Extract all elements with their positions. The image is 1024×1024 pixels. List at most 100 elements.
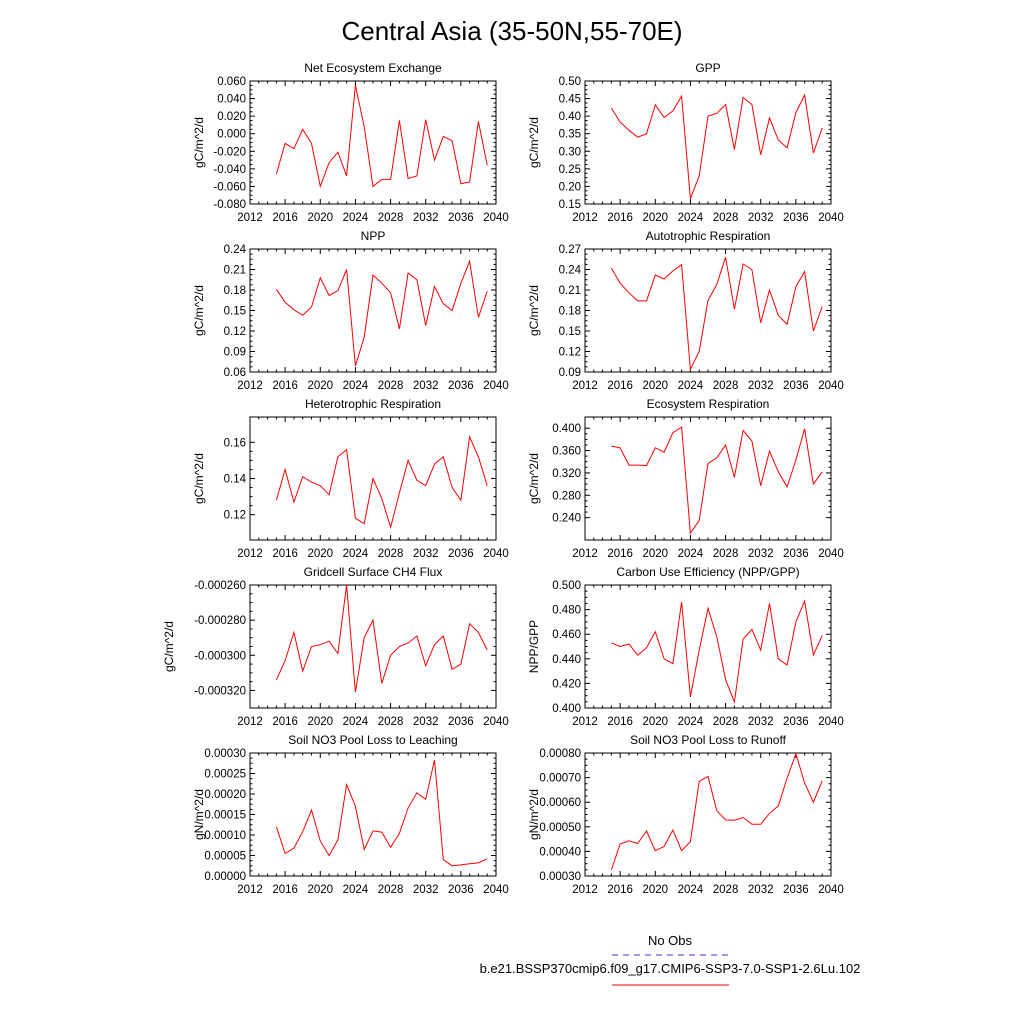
x-tick-label: 2024 xyxy=(343,884,369,896)
panel-ecosystem-respiration: Ecosystem Respiration 2012 2016 2020 2024 202… xyxy=(527,397,844,560)
x-tick-label: 2036 xyxy=(448,884,474,896)
y-axis-label: gC/m^2/d xyxy=(162,621,176,672)
panel-title: Soil NO3 Pool Loss to Leaching xyxy=(288,733,457,747)
x-tick-label: 2012 xyxy=(237,716,263,728)
y-tick-label: 0.50 xyxy=(559,76,581,88)
x-tick-label: 2040 xyxy=(483,548,509,560)
panel-title: Ecosystem Respiration xyxy=(647,397,770,411)
x-tick-label: 2036 xyxy=(783,716,809,728)
x-tick-label: 2024 xyxy=(678,212,704,224)
y-axis-label: gC/m^2/d xyxy=(527,117,541,168)
panel-soil-no3-pool-loss-to-leaching: Soil NO3 Pool Loss to Leaching 2012 2016 20… xyxy=(192,733,509,896)
x-tick-label: 2032 xyxy=(413,884,439,896)
x-tick-label: 2040 xyxy=(483,380,509,392)
x-tick-label: 2012 xyxy=(572,212,598,224)
series-line xyxy=(611,426,823,535)
series-line xyxy=(610,257,823,372)
series-line xyxy=(275,759,488,867)
x-tick-label: 2040 xyxy=(483,716,509,728)
y-tick-label: 0.500 xyxy=(552,580,581,592)
y-tick-label: 0.20 xyxy=(559,181,581,193)
y-axis-label: gC/m^2/d xyxy=(192,453,206,504)
x-tick-label: 2024 xyxy=(343,380,369,392)
x-tick-label: 2012 xyxy=(572,548,598,560)
plot-frame xyxy=(584,80,832,205)
series-line xyxy=(610,93,823,199)
x-tick-label: 2032 xyxy=(413,380,439,392)
x-tick-label: 2024 xyxy=(678,548,704,560)
plot-frame xyxy=(584,416,832,541)
x-tick-label: 2020 xyxy=(642,380,668,392)
panel-net-ecosystem-exchange: Net Ecosystem Exchange 2012 2016 2020 2024 20… xyxy=(192,61,509,224)
x-tick-label: 2024 xyxy=(678,716,704,728)
x-tick-label: 2036 xyxy=(783,380,809,392)
plot-frame xyxy=(249,584,497,709)
x-tick-label: 2016 xyxy=(607,212,633,224)
y-axis-label: gC/m^2/d xyxy=(527,285,541,336)
x-tick-label: 2016 xyxy=(607,716,633,728)
panel-title: Autotrophic Respiration xyxy=(646,229,771,243)
x-tick-label: 2012 xyxy=(237,212,263,224)
x-tick-label: 2024 xyxy=(343,212,369,224)
plot-frame xyxy=(249,752,497,877)
y-tick-label: 0.12 xyxy=(224,326,246,338)
y-tick-label: 0.040 xyxy=(217,94,246,106)
y-tick-label: 0.00000 xyxy=(204,871,246,883)
y-axis-label: NPP/GPP xyxy=(527,620,541,673)
y-tick-label: 0.320 xyxy=(552,468,581,480)
y-tick-label: 0.09 xyxy=(224,347,246,359)
x-tick-label: 2040 xyxy=(818,548,844,560)
series-line xyxy=(610,752,823,871)
x-tick-label: 2036 xyxy=(448,548,474,560)
y-tick-label: 0.24 xyxy=(224,244,247,256)
x-tick-label: 2024 xyxy=(343,548,369,560)
x-tick-label: 2040 xyxy=(818,716,844,728)
x-tick-label: 2016 xyxy=(607,548,633,560)
x-tick-label: 2036 xyxy=(448,716,474,728)
panel-title: Carbon Use Efficiency (NPP/GPP) xyxy=(616,565,799,579)
x-tick-label: 2024 xyxy=(343,716,369,728)
y-tick-label: 0.14 xyxy=(224,474,247,486)
x-tick-label: 2020 xyxy=(642,548,668,560)
x-tick-label: 2028 xyxy=(378,380,404,392)
x-tick-label: 2016 xyxy=(607,884,633,896)
panel-gpp: GPP 2012 2016 2020 2024 2028 2032 2036 2040 0.15 0… xyxy=(527,61,844,224)
y-tick-label: 0.27 xyxy=(559,244,581,256)
x-tick-label: 2036 xyxy=(783,884,809,896)
panel-gridcell-surface-ch4-flux: Gridcell Surface CH4 Flux 2012 2016 2020 202… xyxy=(162,565,509,728)
y-tick-label: 0.00005 xyxy=(204,851,246,863)
y-tick-label: 0.00020 xyxy=(204,789,246,801)
panel-title: Gridcell Surface CH4 Flux xyxy=(304,565,443,579)
y-tick-label: 0.00060 xyxy=(539,797,581,809)
y-tick-label: -0.000260 xyxy=(194,580,246,592)
y-tick-label: 0.12 xyxy=(224,510,246,522)
x-tick-label: 2040 xyxy=(818,884,844,896)
x-tick-label: 2028 xyxy=(713,884,739,896)
x-tick-label: 2028 xyxy=(378,212,404,224)
y-tick-label: 0.18 xyxy=(559,306,581,318)
y-tick-label: 0.00025 xyxy=(204,769,246,781)
y-tick-label: 0.18 xyxy=(224,285,246,297)
x-tick-label: 2016 xyxy=(272,716,298,728)
y-tick-label: 0.280 xyxy=(552,490,581,502)
series-line xyxy=(275,259,488,367)
x-tick-label: 2020 xyxy=(307,548,333,560)
x-tick-label: 2036 xyxy=(448,212,474,224)
y-tick-label: 0.000 xyxy=(217,129,246,141)
x-tick-label: 2032 xyxy=(748,716,774,728)
y-tick-label: 0.12 xyxy=(559,347,581,359)
y-axis-label: gC/m^2/d xyxy=(527,453,541,504)
y-tick-label: -0.000280 xyxy=(194,615,246,627)
main-title: Central Asia (35-50N,55-70E) xyxy=(341,16,682,46)
panel-title: GPP xyxy=(695,61,720,75)
y-axis-label: gC/m^2/d xyxy=(192,285,206,336)
x-tick-label: 2036 xyxy=(448,380,474,392)
x-tick-label: 2012 xyxy=(572,716,598,728)
x-tick-label: 2028 xyxy=(378,884,404,896)
x-tick-label: 2012 xyxy=(237,548,263,560)
panel-title: Net Ecosystem Exchange xyxy=(304,61,442,75)
panel-title: NPP xyxy=(361,229,386,243)
x-tick-label: 2012 xyxy=(572,884,598,896)
x-tick-label: 2016 xyxy=(607,380,633,392)
panel-heterotrophic-respiration: Heterotrophic Respiration 2012 2016 2020 202… xyxy=(192,397,509,560)
